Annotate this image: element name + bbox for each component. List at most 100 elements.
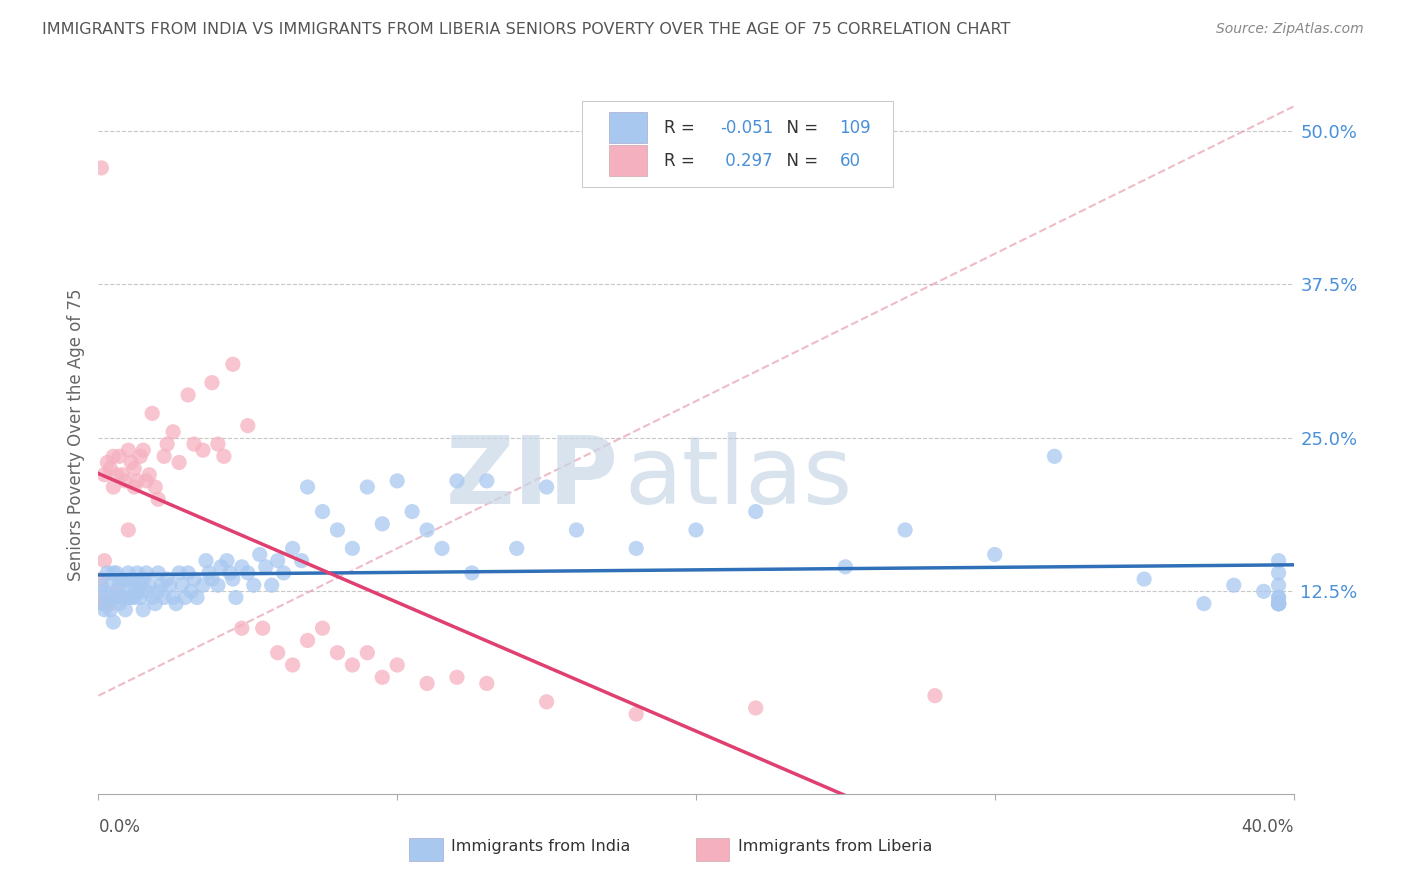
Point	[1267, 597, 1289, 611]
Point	[252, 621, 274, 635]
Point	[475, 676, 498, 690]
Point	[93, 554, 115, 568]
Point	[127, 584, 149, 599]
Text: R =: R =	[664, 152, 700, 169]
Bar	[696, 838, 730, 861]
Point	[385, 474, 409, 488]
Point	[924, 689, 946, 703]
Bar	[609, 145, 647, 176]
Point	[129, 450, 152, 464]
Point	[127, 566, 149, 580]
Point	[96, 455, 118, 469]
Point	[536, 480, 558, 494]
Point	[90, 591, 112, 605]
Text: R =: R =	[664, 119, 700, 136]
Point	[416, 676, 439, 690]
Point	[90, 572, 112, 586]
Point	[186, 591, 208, 605]
Point	[311, 505, 333, 519]
Point	[626, 541, 648, 556]
Point	[105, 591, 128, 605]
Point	[167, 566, 190, 580]
Point	[1267, 591, 1289, 605]
Bar	[409, 838, 443, 861]
Point	[311, 621, 333, 635]
Point	[416, 523, 439, 537]
Point	[103, 480, 125, 494]
Point	[1267, 578, 1289, 592]
Point	[93, 584, 115, 599]
Point	[1043, 450, 1066, 464]
Point	[103, 450, 125, 464]
Text: Immigrants from Liberia: Immigrants from Liberia	[738, 838, 932, 854]
Point	[124, 578, 146, 592]
Point	[129, 591, 152, 605]
Point	[1267, 597, 1289, 611]
Point	[834, 559, 856, 574]
Point	[198, 566, 221, 580]
Point	[222, 357, 245, 371]
Text: -0.051: -0.051	[720, 119, 773, 136]
Point	[201, 376, 224, 390]
Point	[626, 707, 648, 722]
Point	[1133, 572, 1156, 586]
Point	[103, 615, 125, 629]
Point	[260, 578, 283, 592]
Text: 60: 60	[839, 152, 860, 169]
Point	[103, 591, 125, 605]
Point	[132, 572, 155, 586]
Point	[506, 541, 529, 556]
Point	[117, 591, 139, 605]
Y-axis label: Seniors Poverty Over the Age of 75: Seniors Poverty Over the Age of 75	[66, 289, 84, 581]
Point	[356, 646, 378, 660]
Point	[1267, 554, 1289, 568]
Point	[1192, 597, 1215, 611]
Point	[1223, 578, 1246, 592]
Point	[222, 572, 245, 586]
Point	[174, 591, 197, 605]
Point	[177, 566, 200, 580]
Text: 0.0%: 0.0%	[98, 819, 141, 837]
Point	[98, 461, 122, 475]
Point	[207, 437, 229, 451]
Point	[96, 566, 118, 580]
Point	[124, 461, 146, 475]
Point	[148, 566, 170, 580]
Point	[894, 523, 917, 537]
Point	[249, 548, 271, 562]
Point	[98, 597, 122, 611]
Point	[93, 467, 115, 482]
Point	[281, 658, 304, 673]
Point	[401, 505, 423, 519]
Point	[105, 467, 128, 482]
Point	[127, 474, 149, 488]
Point	[291, 554, 314, 568]
Point	[446, 474, 468, 488]
Point	[195, 554, 218, 568]
Point	[135, 584, 157, 599]
Point	[159, 578, 181, 592]
Point	[1267, 597, 1289, 611]
Point	[148, 492, 170, 507]
Point	[96, 591, 118, 605]
Point	[191, 578, 214, 592]
Point	[984, 548, 1007, 562]
Point	[267, 646, 290, 660]
Point	[273, 566, 295, 580]
Point	[209, 559, 232, 574]
Point	[135, 474, 157, 488]
Point	[236, 418, 259, 433]
Point	[153, 450, 176, 464]
Point	[565, 523, 588, 537]
Point	[342, 658, 364, 673]
Point	[219, 566, 242, 580]
FancyBboxPatch shape	[582, 101, 893, 187]
Point	[141, 406, 163, 420]
Point	[108, 597, 131, 611]
Point	[135, 566, 157, 580]
Point	[108, 578, 131, 592]
Point	[143, 480, 166, 494]
Point	[141, 591, 163, 605]
Point	[430, 541, 453, 556]
Point	[143, 597, 166, 611]
